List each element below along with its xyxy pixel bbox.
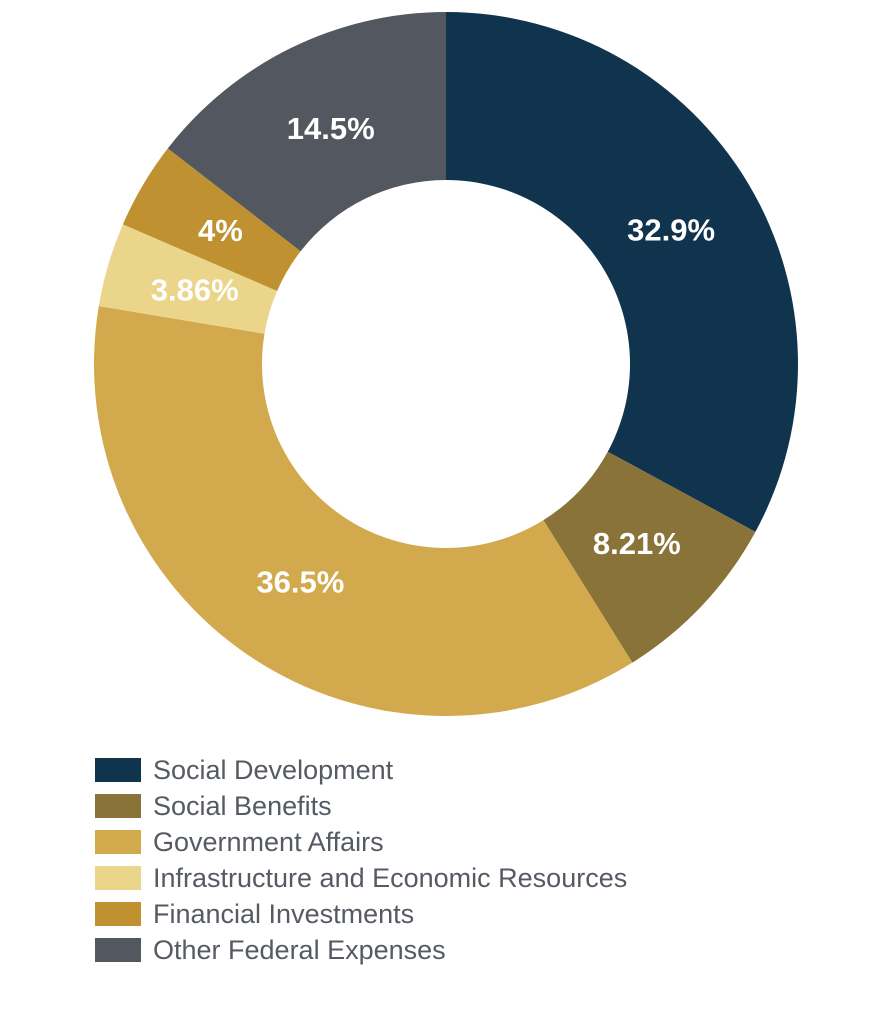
slice-social-development [446,12,798,532]
slice-label-financial-investments: 4% [198,213,243,248]
legend-item-financial-investments: Financial Investments [95,896,627,932]
legend-label: Infrastructure and Economic Resources [153,862,628,893]
legend-swatch [95,830,141,854]
slice-social-benefits [543,451,756,663]
legend-label: Social Benefits [153,790,332,821]
legend-item-social-benefits: Social Benefits [95,788,627,824]
legend-swatch [95,902,141,926]
legend-label: Financial Investments [153,898,415,929]
legend-label: Other Federal Expenses [153,934,446,965]
legend-item-other-federal-expenses: Other Federal Expenses [95,932,627,968]
legend-item-infrastructure-and-economic-resources: Infrastructure and Economic Resources [95,860,627,896]
legend-label: Government Affairs [153,826,384,857]
slice-label-other-federal-expenses: 14.5% [287,111,375,146]
legend-label: Social Development [153,754,394,785]
slice-government-affairs [93,306,633,716]
legend-item-social-development: Social Development [95,752,627,788]
slice-label-social-development: 32.9% [627,212,715,247]
legend-swatch [95,938,141,962]
legend-swatch [95,866,141,890]
slice-financial-investments [122,148,301,291]
slice-label-government-affairs: 36.5% [256,564,344,599]
slice-label-social-benefits: 8.21% [593,526,681,561]
legend-swatch [95,758,141,782]
slice-infrastructure-and-economic-resources [98,224,278,334]
slice-label-infrastructure-and-economic-resources: 3.86% [151,272,239,307]
chart-legend: Social Development Social Benefits Governm… [95,752,627,968]
legend-item-government-affairs: Government Affairs [95,824,627,860]
slice-other-federal-expenses [167,12,446,252]
donut-chart: 32.9% 8.21% 36.5% 3.86% 4% 14.5% [93,12,798,716]
legend-swatch [95,794,141,818]
